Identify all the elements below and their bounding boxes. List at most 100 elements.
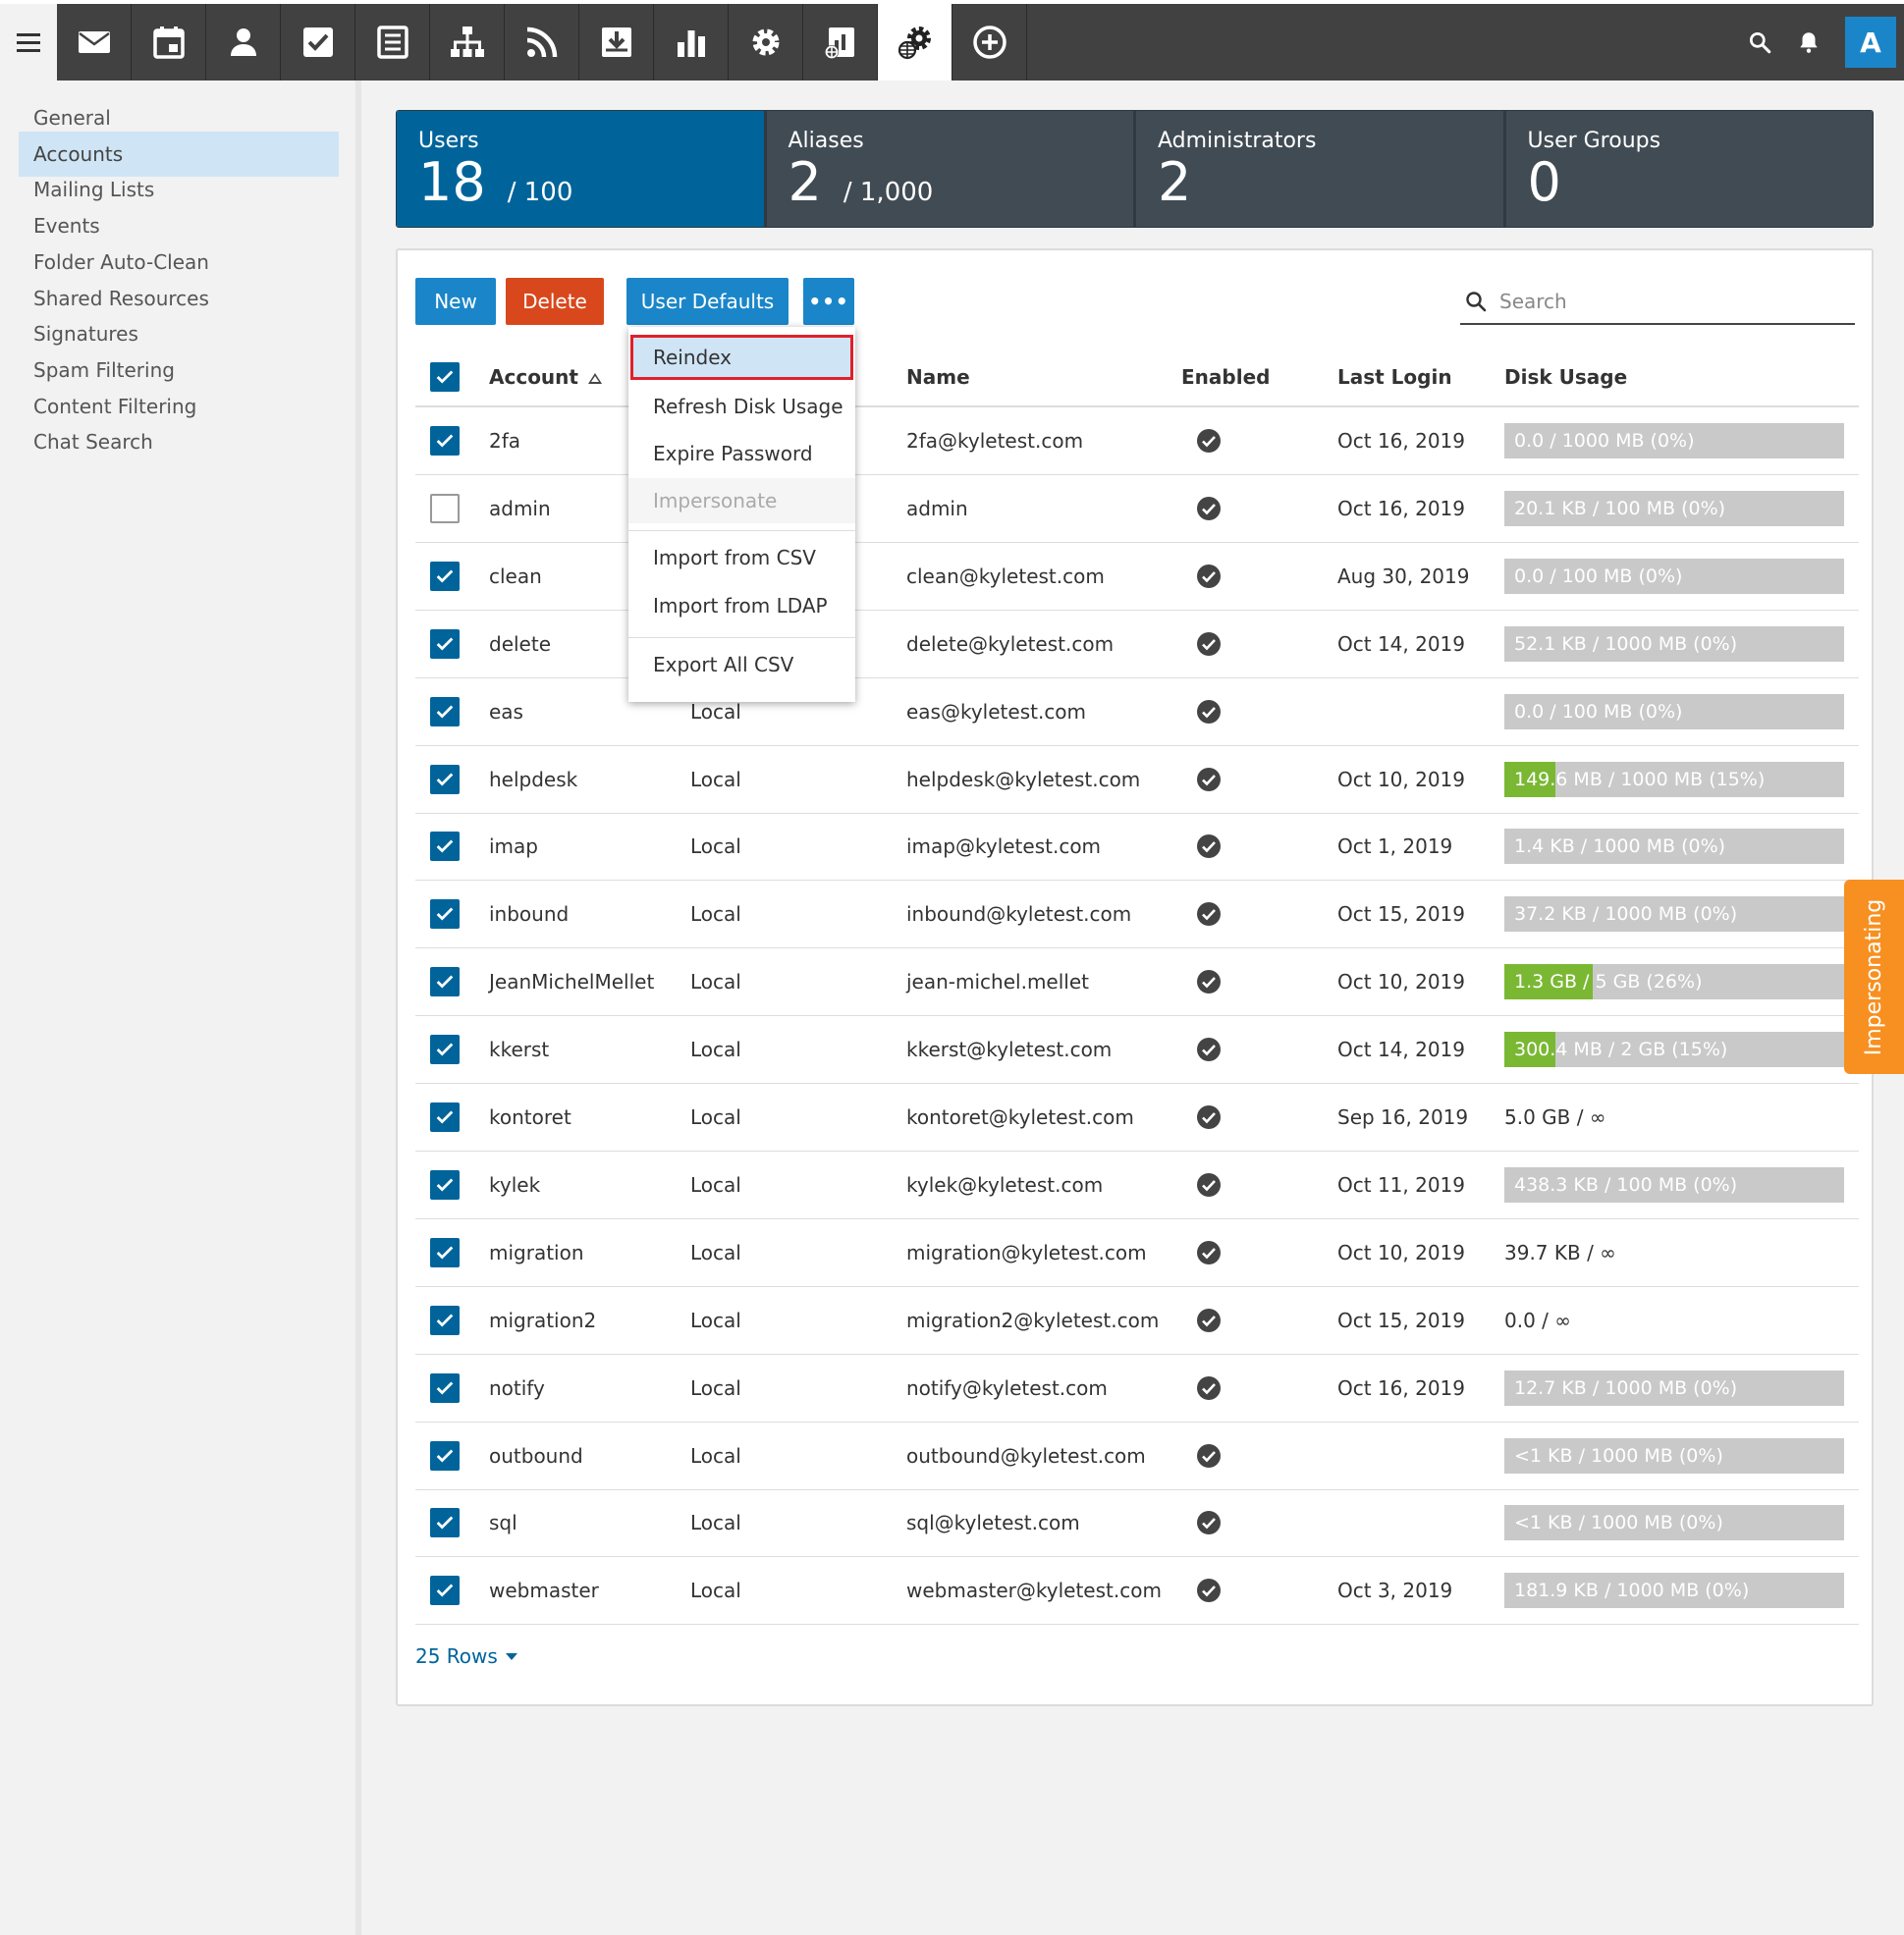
header-enabled[interactable]: Enabled [1181, 365, 1271, 389]
bell-icon[interactable] [1784, 4, 1833, 81]
tab-domain-settings[interactable] [878, 4, 952, 81]
menu-icon[interactable] [0, 4, 57, 81]
table-row[interactable]: helpdesk Local helpdesk@kyletest.com Oct 10… [415, 746, 1859, 814]
row-checkbox[interactable] [430, 832, 460, 862]
tab-notes[interactable] [355, 4, 430, 81]
menu-item-import-from-ldap[interactable]: Import from LDAP [653, 594, 828, 618]
sidebar-item-accounts[interactable]: Accounts [19, 131, 339, 177]
table-row[interactable]: kontoret Local kontoret@kyletest.com Sep 16… [415, 1084, 1859, 1152]
tab-calendar[interactable] [132, 4, 206, 81]
row-checkbox[interactable] [430, 1440, 460, 1471]
row-checkbox[interactable] [430, 426, 460, 456]
type-cell: Local [690, 834, 741, 859]
row-checkbox[interactable] [430, 561, 460, 591]
table-row[interactable]: webmaster Local webmaster@kyletest.com Oct … [415, 1557, 1859, 1626]
row-checkbox[interactable] [430, 1169, 460, 1200]
enabled-check-icon [1197, 1308, 1221, 1332]
header-name[interactable]: Name [906, 365, 970, 389]
enabled-check-icon [1197, 1172, 1221, 1197]
check-icon [436, 907, 454, 921]
disk-usage-text: 0.0 / 100 MB (0%) [1514, 564, 1683, 587]
sidebar-item-folder-auto-clean[interactable]: Folder Auto-Clean [33, 249, 209, 274]
sidebar-item-content-filtering[interactable]: Content Filtering [33, 394, 197, 418]
account-cell: outbound [489, 1443, 583, 1468]
table-header: Account Name Enabled Last Login Disk Usa… [415, 349, 1859, 407]
header-account[interactable]: Account [489, 365, 602, 389]
table-row[interactable]: imap Local imap@kyletest.com Oct 1, 2019 1.4… [415, 813, 1859, 882]
table-row[interactable]: outbound Local outbound@kyletest.com <1 KB … [415, 1423, 1859, 1490]
search-input[interactable] [1499, 290, 1833, 313]
row-checkbox[interactable] [430, 696, 460, 726]
type-cell: Local [690, 970, 741, 994]
row-checkbox[interactable] [430, 764, 460, 794]
tab-add[interactable] [952, 4, 1027, 81]
impersonating-tab[interactable]: Impersonating [1844, 880, 1904, 1074]
select-all-checkbox[interactable] [430, 362, 460, 392]
row-checkbox[interactable] [430, 1508, 460, 1538]
stat-user-groups[interactable]: User Groups 0 [1505, 111, 1873, 227]
sidebar-item-events[interactable]: Events [33, 214, 100, 239]
tab-sitemap[interactable] [430, 4, 505, 81]
row-checkbox[interactable] [430, 628, 460, 659]
sidebar-item-mailing-lists[interactable]: Mailing Lists [33, 178, 155, 202]
rows-per-page-select[interactable]: 25 Rows [415, 1644, 517, 1668]
stat-users[interactable]: Users 18 / 100 [397, 111, 767, 227]
row-checkbox[interactable] [430, 1576, 460, 1606]
table-row[interactable]: kylek Local kylek@kyletest.com Oct 11, 2019… [415, 1152, 1859, 1219]
header-last-login[interactable]: Last Login [1337, 365, 1452, 389]
tab-download[interactable] [579, 4, 654, 81]
row-checkbox[interactable] [430, 1372, 460, 1403]
menu-item-import-from-csv[interactable]: Import from CSV [653, 546, 816, 569]
menu-item-export-all-csv[interactable]: Export All CSV [653, 653, 794, 676]
table-row[interactable]: migration Local migration@kyletest.com Oct … [415, 1219, 1859, 1287]
tab-tasks[interactable] [281, 4, 355, 81]
sidebar-item-shared-resources[interactable]: Shared Resources [33, 286, 209, 310]
table-row[interactable]: migration2 Local migration2@kyletest.com Oc… [415, 1287, 1859, 1355]
menu-item-expire-password[interactable]: Expire Password [653, 442, 813, 465]
sidebar-item-signatures[interactable]: Signatures [33, 322, 138, 347]
sidebar-item-chat-search[interactable]: Chat Search [33, 430, 153, 455]
tab-contacts[interactable] [206, 4, 281, 81]
menu-item-reindex[interactable]: Reindex [630, 335, 853, 380]
row-checkbox[interactable] [430, 1102, 460, 1132]
sidebar-item-spam-filtering[interactable]: Spam Filtering [33, 357, 175, 382]
search-icon[interactable] [1735, 4, 1784, 81]
row-checkbox[interactable] [430, 1305, 460, 1335]
delete-button[interactable]: Delete [506, 278, 604, 325]
name-cell: imap@kyletest.com [906, 834, 1102, 859]
tab-domain-reports[interactable] [803, 4, 878, 81]
tab-reports[interactable] [654, 4, 729, 81]
row-checkbox[interactable] [430, 1237, 460, 1267]
user-defaults-button[interactable]: User Defaults [626, 278, 789, 325]
row-checkbox[interactable] [430, 899, 460, 930]
search-box [1460, 280, 1855, 325]
row-checkbox[interactable] [430, 493, 460, 523]
table-row[interactable]: notify Local notify@kyletest.com Oct 16, 20… [415, 1355, 1859, 1423]
disk-usage-bar: 12.7 KB / 1000 MB (0%) [1504, 1370, 1844, 1406]
tab-mail[interactable] [57, 4, 132, 81]
menu-divider [628, 637, 855, 638]
stat-administrators[interactable]: Administrators 2 [1136, 111, 1506, 227]
table-row[interactable]: eas Local eas@kyletest.com 0.0 / 100 MB (0%… [415, 678, 1859, 746]
stat-aliases[interactable]: Aliases 2 / 1,000 [766, 111, 1136, 227]
table-row[interactable]: kkerst Local kkerst@kyletest.com Oct 14, 20… [415, 1016, 1859, 1085]
disk-usage-text: 0.0 / 1000 MB (0%) [1514, 430, 1695, 452]
table-row[interactable]: JeanMichelMellet Local jean-michel.mellet O… [415, 948, 1859, 1017]
search-icon [1466, 292, 1487, 312]
sidebar-item-general[interactable]: General [33, 106, 111, 130]
new-button[interactable]: New [415, 278, 496, 325]
avatar[interactable]: A [1845, 17, 1896, 68]
table-row[interactable]: inbound Local inbound@kyletest.com Oct 15, … [415, 881, 1859, 949]
tab-rss[interactable] [505, 4, 579, 81]
more-actions-button[interactable]: ••• [803, 278, 854, 325]
header-disk-usage[interactable]: Disk Usage [1504, 365, 1628, 389]
row-checkbox[interactable] [430, 967, 460, 997]
tab-settings[interactable] [729, 4, 803, 81]
row-checkbox[interactable] [430, 1035, 460, 1065]
table-row[interactable]: sql Local sql@kyletest.com <1 KB / 1000 MB … [415, 1489, 1859, 1558]
menu-item-refresh-disk-usage[interactable]: Refresh Disk Usage [653, 395, 843, 418]
